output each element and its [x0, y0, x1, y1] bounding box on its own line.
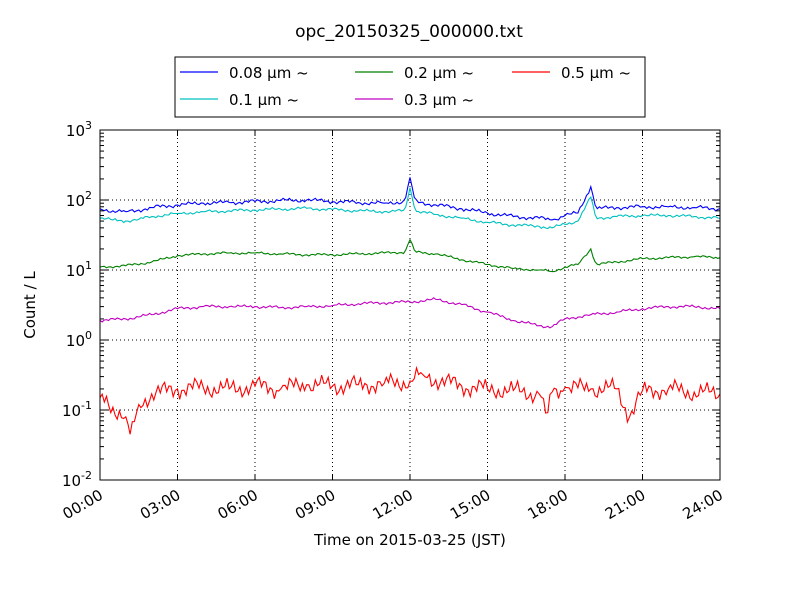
y-tick-label: 102 [66, 189, 92, 210]
chart-title: opc_20150325_000000.txt [295, 22, 523, 42]
legend-label: 0.2 μm ~ [404, 64, 474, 82]
y-tick-label: 101 [66, 259, 92, 280]
y-tick-label: 100 [66, 329, 92, 350]
x-axis-label: Time on 2015-03-25 (JST) [313, 531, 506, 549]
series-line [99, 177, 721, 221]
legend-label: 0.08 μm ~ [229, 64, 309, 82]
series-lines [99, 177, 721, 435]
legend-label: 0.3 μm ~ [404, 91, 474, 109]
legend-label: 0.1 μm ~ [229, 91, 299, 109]
series-line [99, 187, 721, 230]
grid-lines [100, 130, 720, 480]
series-line [99, 238, 721, 273]
y-axis-label: Count / L [21, 271, 39, 339]
y-tick-label: 10-1 [62, 399, 92, 420]
legend-label: 0.5 μm ~ [561, 64, 631, 82]
series-line [99, 365, 721, 435]
legend-box [174, 56, 646, 118]
y-tick-labels: 10-2 10-1 100 101 102 103 [62, 119, 92, 490]
series-line [99, 297, 721, 329]
legend: 0.08 μm ~ 0.1 μm ~ 0.2 μm ~ 0.3 μm ~ 0.5 μm … [174, 56, 646, 118]
axis-ticks [99, 129, 721, 481]
y-tick-label: 103 [66, 119, 92, 140]
y-tick-label: 10-2 [62, 469, 92, 490]
